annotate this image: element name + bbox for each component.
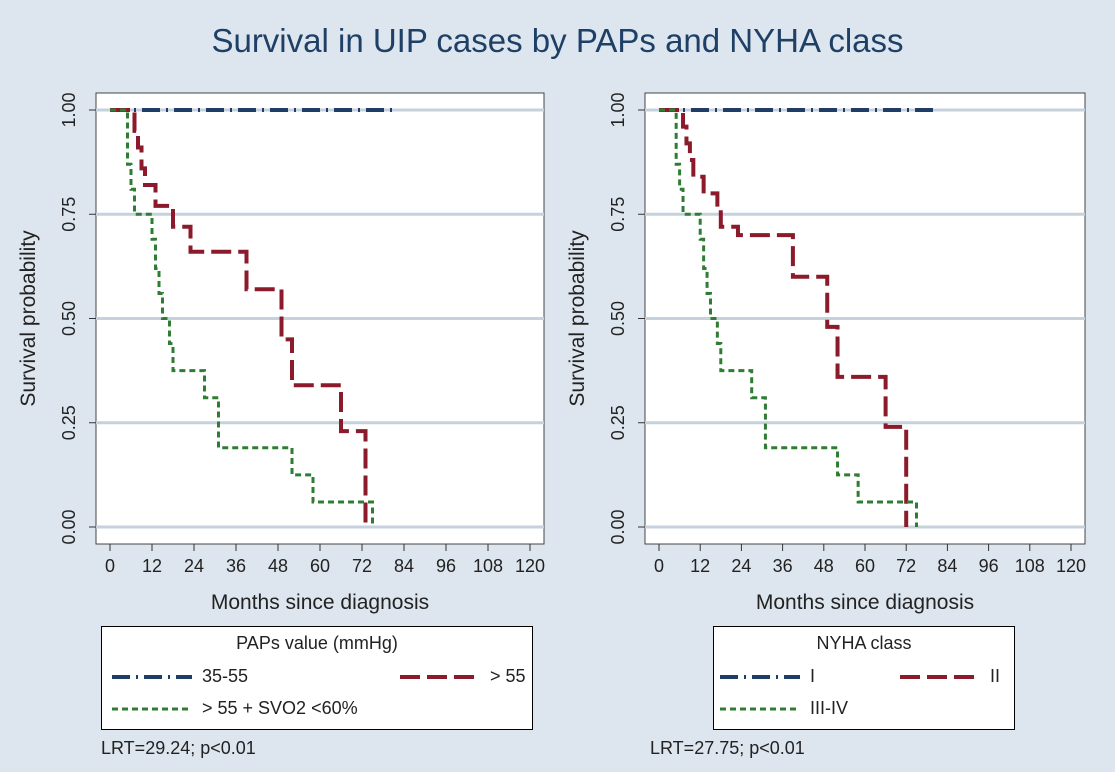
x-tick-label: 108 (1015, 556, 1045, 576)
x-tick-label: 108 (473, 556, 503, 576)
y-axis-label: Survival probability (17, 230, 40, 407)
legend-swatch (112, 674, 192, 679)
x-tick-label: 36 (226, 556, 246, 576)
legend-item: 35-55 (112, 666, 248, 687)
x-tick-label: 0 (654, 556, 664, 576)
legend-item: I (720, 666, 815, 687)
legend-item: II (900, 666, 1000, 687)
legend-item: > 55 + SVO2 <60% (112, 698, 358, 719)
legend-label: III-IV (810, 698, 849, 718)
x-axis-label: Months since diagnosis (756, 591, 974, 614)
y-tick-label: 0.50 (608, 301, 628, 336)
x-tick-label: 60 (310, 556, 330, 576)
y-axis-label: Survival probability (566, 230, 589, 407)
legend-title: NYHA class (816, 633, 912, 653)
x-tick-label: 24 (184, 556, 204, 576)
legend-paps: PAPs value (mmHg) 35-55 > 55 > 55 + SVO2… (101, 626, 533, 730)
x-tick-label: 48 (268, 556, 288, 576)
x-tick-label: 60 (855, 556, 875, 576)
y-tick-label: 0.25 (608, 405, 628, 440)
x-tick-label: 0 (105, 556, 115, 576)
x-tick-label: 12 (142, 556, 162, 576)
legend-title: PAPs value (mmHg) (236, 633, 398, 653)
x-tick-label: 84 (937, 556, 957, 576)
legend-label: > 55 (490, 666, 526, 686)
legend-label: II (990, 666, 1001, 686)
legend-swatch (900, 674, 980, 679)
y-tick-label: 0.75 (59, 197, 79, 232)
x-tick-label: 24 (731, 556, 751, 576)
x-tick-label: 36 (773, 556, 793, 576)
x-tick-label: 84 (394, 556, 414, 576)
x-tick-label: 48 (814, 556, 834, 576)
legend-nyha: NYHA class I II III-IV (713, 626, 1015, 730)
y-tick-label: 1.00 (608, 92, 628, 127)
x-tick-label: 120 (515, 556, 545, 576)
x-axis-label: Months since diagnosis (211, 591, 429, 614)
legend-item: > 55 (400, 666, 526, 687)
lrt-footnote: LRT=29.24; p<0.01 (101, 738, 256, 758)
y-tick-label: 0.25 (59, 405, 79, 440)
survival-chart-paps: 0.00 0.25 0.50 0.75 1.00 0 12 24 36 48 60 72 84 96 108… (17, 92, 545, 614)
legend-label: 35-55 (202, 666, 249, 686)
legend-item: III-IV (720, 698, 848, 719)
legend-swatch (720, 674, 800, 679)
y-tick-label: 0.00 (59, 509, 79, 544)
legend-swatch (720, 707, 800, 710)
legend-label: > 55 + SVO2 <60% (202, 698, 358, 718)
x-tick-label: 120 (1056, 556, 1086, 576)
x-tick-label: 72 (896, 556, 916, 576)
x-tick-label: 12 (690, 556, 710, 576)
series-line (659, 108, 909, 527)
series-line (659, 108, 918, 527)
series-line (110, 108, 368, 527)
x-tick-label: 96 (979, 556, 999, 576)
legend-label: I (810, 666, 816, 686)
x-tick-label: 96 (436, 556, 456, 576)
x-tick-label: 72 (352, 556, 372, 576)
y-tick-label: 0.00 (608, 509, 628, 544)
y-tick-label: 0.75 (608, 197, 628, 232)
legend-swatch (400, 674, 480, 679)
legend-swatch (112, 707, 192, 710)
y-tick-label: 1.00 (59, 92, 79, 127)
series-line (110, 108, 374, 527)
page-title: Survival in UIP cases by PAPs and NYHA c… (211, 22, 904, 59)
lrt-footnote: LRT=27.75; p<0.01 (650, 738, 805, 758)
y-tick-label: 0.50 (59, 301, 79, 336)
